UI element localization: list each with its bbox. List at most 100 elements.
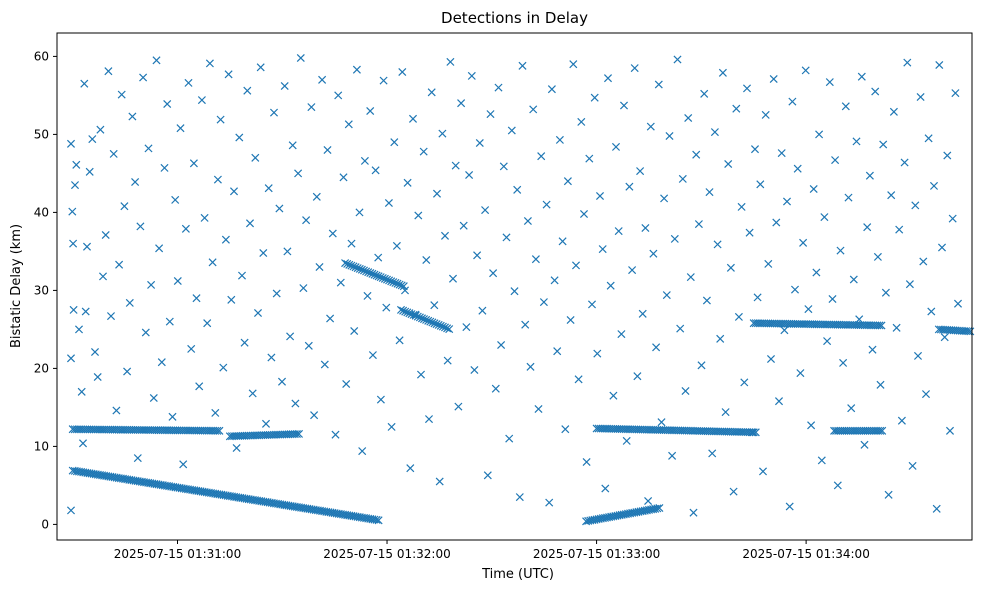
track-point [966, 327, 975, 336]
scatter-point [510, 287, 519, 296]
scatter-point [657, 418, 666, 427]
scatter-point [443, 356, 452, 365]
scatter-point [636, 167, 645, 176]
track-point [382, 275, 392, 284]
y-axis-label: Bistatic Delay (km) [9, 224, 24, 348]
scatter-point [646, 122, 655, 131]
track-point [405, 309, 414, 318]
scatter-point [609, 391, 618, 400]
track-point [876, 426, 885, 435]
scatter-point [232, 443, 241, 453]
scatter-point [320, 360, 329, 369]
scatter-point [948, 214, 957, 223]
y-tick-label: 20 [34, 361, 49, 375]
scatter-point [908, 461, 917, 470]
scatter-point [432, 189, 442, 198]
scatter-point [157, 358, 166, 367]
scatter-point [478, 306, 487, 315]
scatter-point [868, 345, 877, 354]
scatter-point [924, 134, 933, 143]
scatter-point [382, 303, 391, 312]
scatter-point [368, 351, 377, 360]
scatter-point [863, 223, 872, 232]
scatter-point [336, 278, 345, 287]
scatter-point [171, 195, 180, 204]
y-tick-label: 40 [34, 205, 49, 219]
scatter-point [633, 372, 642, 381]
scatter-point [66, 139, 76, 148]
scatter-point [192, 294, 201, 303]
scatter-point [785, 502, 794, 511]
scatter-point [80, 79, 89, 88]
y-tick-label: 30 [34, 283, 49, 297]
scatter-point [919, 257, 928, 266]
scatter-point [390, 138, 399, 147]
scatter-point [529, 105, 538, 114]
scatter-point [419, 147, 428, 156]
scatter-point [716, 334, 725, 343]
scatter-point [847, 404, 856, 413]
scatter-point [259, 248, 268, 258]
track-point [432, 320, 441, 329]
scatter-point [654, 80, 663, 89]
scatter-point [521, 320, 530, 329]
y-tick-label: 50 [34, 127, 49, 141]
scatter-point [342, 379, 351, 389]
track-point [372, 271, 381, 280]
scatter-point [352, 65, 361, 74]
scatter-point [534, 404, 543, 414]
track-point [434, 320, 443, 329]
scatter-point [774, 397, 784, 406]
scatter-point [515, 493, 524, 502]
scatter-point [718, 68, 727, 77]
axes-frame [56, 32, 973, 541]
track-point [374, 516, 383, 525]
scatter-point [307, 103, 316, 112]
scatter-point [125, 298, 134, 307]
scatter-point [644, 496, 653, 506]
scatter-point [403, 178, 412, 187]
scatter-point [90, 347, 100, 357]
scatter-point [430, 301, 439, 310]
scatter-point [628, 266, 637, 275]
scatter-point [203, 319, 212, 328]
scatter-point [841, 102, 850, 111]
scatter-point [689, 508, 698, 517]
scatter-point [286, 332, 295, 341]
scatter-point [940, 333, 949, 342]
scatter-point [571, 261, 581, 270]
scatter-point [115, 260, 124, 269]
scatter-point [106, 312, 116, 321]
scatter-point [761, 110, 770, 119]
scatter-point [181, 224, 190, 233]
scatter-point [569, 60, 578, 69]
scatter-point [729, 487, 738, 496]
scatter-point [526, 362, 535, 371]
scatter-point [66, 506, 76, 515]
scatter-point [951, 89, 960, 98]
track-point [343, 259, 352, 268]
scatter-point [828, 294, 837, 304]
scatter-point [123, 367, 132, 376]
scatter-point [294, 169, 303, 178]
track-point [387, 277, 396, 286]
scatter-point [358, 447, 367, 456]
scatter-point [619, 101, 629, 110]
scatter-point [318, 75, 327, 84]
scatter-point [892, 323, 901, 332]
scatter-point [197, 96, 206, 105]
track-point [215, 426, 224, 435]
scatter-point [211, 408, 220, 417]
scatter-point [879, 140, 888, 149]
scatter-point [221, 235, 230, 244]
scatter-point [649, 249, 658, 258]
scatter-point [275, 204, 284, 213]
scatter-point [400, 286, 410, 295]
scatter-point [857, 72, 866, 81]
scatter-point [553, 347, 562, 356]
scatter-point [839, 358, 848, 367]
scatter-point [614, 227, 623, 236]
scatter-point [219, 363, 228, 372]
scatter-point [486, 110, 495, 119]
scatter-point [622, 436, 631, 445]
